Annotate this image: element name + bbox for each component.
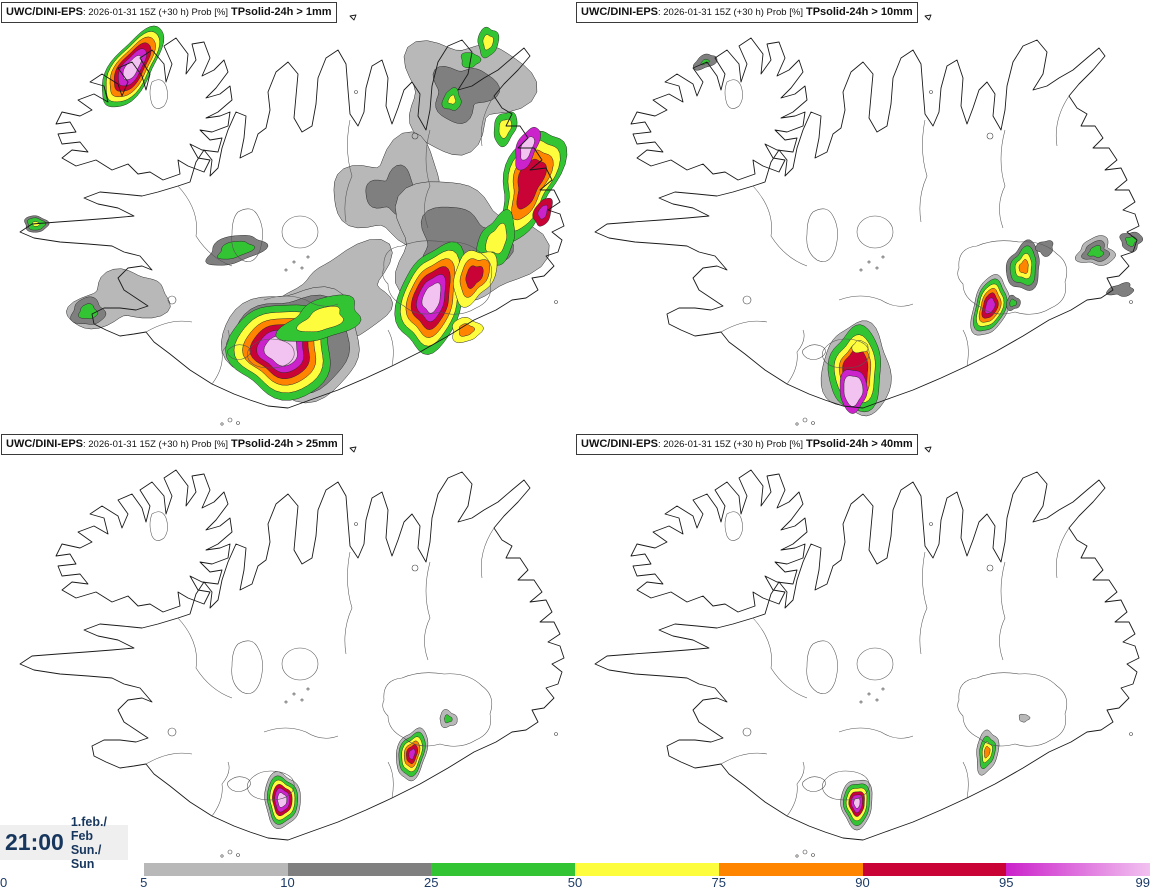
- panel-tpsolid-40mm: UWC/DINI-EPS: 2026-01-31 15Z (+30 h) Pro…: [575, 432, 1150, 862]
- interior-contours: [720, 79, 1133, 426]
- coastline: [19, 446, 565, 841]
- colorbar-segment-p25: [431, 863, 575, 876]
- model-name: UWC/DINI-EPS: [6, 6, 83, 18]
- colorbar-segment-grad: [1006, 863, 1150, 876]
- valid-date-line2: Sun./ Sun: [70, 842, 102, 871]
- coastline: [594, 446, 1140, 841]
- valid-time-box: 21:00 1.feb./ Feb Sun./ Sun: [0, 815, 128, 871]
- panel-tpsolid-25mm: UWC/DINI-EPS: 2026-01-31 15Z (+30 h) Pro…: [0, 432, 575, 862]
- colorbar-tick-label: 5: [140, 875, 148, 890]
- colorbar-segment-p90: [862, 863, 1007, 876]
- probability-field: [264, 709, 458, 830]
- run-info: : 2026-01-31 15Z (+30 h) Prob [%]: [658, 7, 803, 18]
- colorbar-tick-label: 10: [280, 875, 295, 890]
- colorbar-segment-p50: [575, 863, 719, 876]
- panel-title: UWC/DINI-EPS: 2026-01-31 15Z (+30 h) Pro…: [576, 434, 918, 455]
- panel-title: UWC/DINI-EPS: 2026-01-31 15Z (+30 h) Pro…: [1, 2, 337, 23]
- probability-colorbar: [0, 863, 1150, 876]
- valid-time: 21:00: [5, 829, 64, 855]
- valid-date-line1: 1.feb./ Feb: [70, 814, 107, 843]
- threshold-label: TPsolid-24h > 25mm: [230, 438, 338, 450]
- run-info: : 2026-01-31 15Z (+30 h) Prob [%]: [83, 439, 228, 450]
- iceland-map-1mm: [19, 14, 568, 426]
- colorbar-tick-label: 0: [0, 875, 8, 890]
- colorbar-tick-label: 50: [567, 875, 583, 890]
- panel-tpsolid-10mm: UWC/DINI-EPS: 2026-01-31 15Z (+30 h) Pro…: [575, 0, 1150, 430]
- iceland-map-10mm: [594, 14, 1144, 426]
- probability-field: [693, 53, 1144, 417]
- panel-tpsolid-1mm: UWC/DINI-EPS: 2026-01-31 15Z (+30 h) Pro…: [0, 0, 575, 430]
- probability-field: [24, 25, 568, 404]
- colorbar-segment-p75: [718, 863, 863, 876]
- run-info: : 2026-01-31 15Z (+30 h) Prob [%]: [83, 7, 228, 18]
- interior-contours: [145, 79, 558, 426]
- iceland-map-40mm: [594, 446, 1140, 858]
- interior-contours: [720, 511, 1133, 858]
- colorbar-tick-label: 25: [424, 875, 439, 890]
- coastline: [19, 14, 565, 409]
- model-name: UWC/DINI-EPS: [581, 6, 658, 18]
- interior-contours: [145, 511, 558, 858]
- model-name: UWC/DINI-EPS: [6, 438, 83, 450]
- panel-title: UWC/DINI-EPS: 2026-01-31 15Z (+30 h) Pro…: [1, 434, 343, 455]
- probability-colorbar-labels: 0 5 10 25 50 75 90 95 99: [0, 875, 1150, 891]
- run-info: : 2026-01-31 15Z (+30 h) Prob [%]: [658, 439, 803, 450]
- colorbar-segment-p10: [287, 863, 432, 876]
- panel-title: UWC/DINI-EPS: 2026-01-31 15Z (+30 h) Pro…: [576, 2, 918, 23]
- valid-date: 1.feb./ Feb Sun./ Sun: [71, 815, 128, 871]
- probability-field: [840, 713, 1031, 831]
- colorbar-segment-p5: [143, 863, 288, 876]
- threshold-label: TPsolid-24h > 10mm: [805, 6, 913, 18]
- iceland-map-25mm: [19, 446, 565, 858]
- model-name: UWC/DINI-EPS: [581, 438, 658, 450]
- colorbar-tick-label: 95: [999, 875, 1014, 890]
- colorbar-tick-label: 99: [1135, 875, 1150, 890]
- coastline: [594, 14, 1140, 409]
- threshold-label: TPsolid-24h > 1mm: [230, 6, 332, 18]
- colorbar-tick-label: 75: [711, 875, 726, 890]
- threshold-label: TPsolid-24h > 40mm: [805, 438, 913, 450]
- colorbar-tick-label: 90: [855, 875, 870, 890]
